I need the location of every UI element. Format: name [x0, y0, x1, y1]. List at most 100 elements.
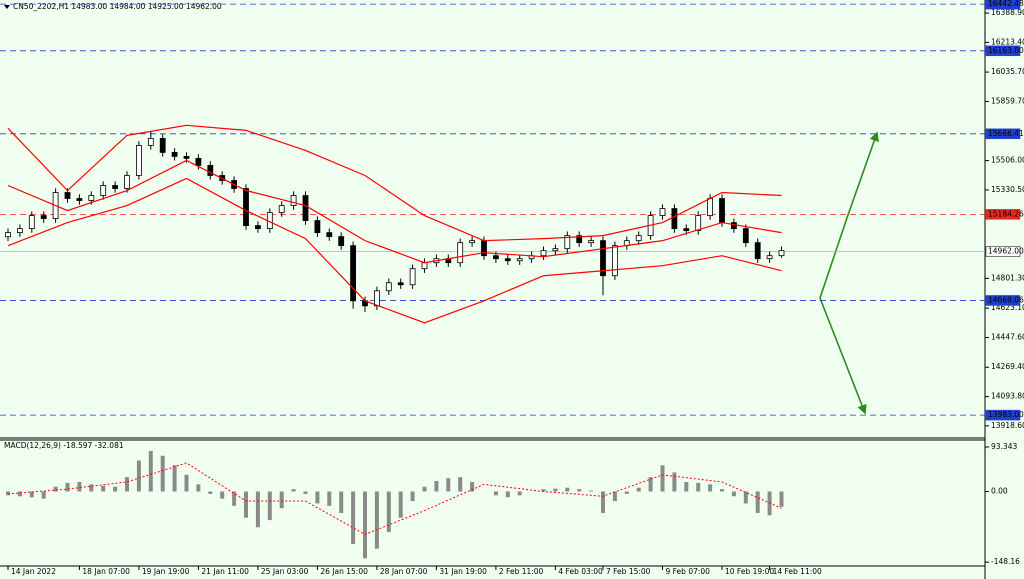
candle-body — [671, 208, 678, 230]
x-tick-label: 2 Feb 11:00 — [499, 567, 544, 576]
candle-body — [159, 137, 166, 153]
candle-body — [600, 240, 606, 277]
level-label: 13983.00 — [988, 410, 1024, 419]
candle-body — [290, 195, 297, 206]
x-tick-label: 31 Jan 19:00 — [439, 567, 487, 576]
macd-bar — [327, 491, 332, 506]
macd-bar — [720, 489, 724, 492]
macd-bar — [125, 477, 129, 492]
candle-body — [373, 290, 380, 307]
x-tick-label: 4 Feb 03:00 — [558, 567, 603, 576]
level-box — [985, 45, 1021, 57]
candle-body — [100, 185, 107, 196]
y-tick-label: 16388.90 — [991, 8, 1024, 17]
macd-bar — [172, 465, 177, 492]
macd-bar — [339, 491, 344, 513]
level-box — [985, 409, 1021, 421]
candle-body — [243, 188, 249, 227]
macd-bar — [374, 491, 379, 549]
chart-title: CN50_2202,H1 14983.00 14984.00 14925.00 … — [13, 2, 222, 11]
macd-bar — [363, 491, 367, 559]
x-tick-label: 21 Jan 11:00 — [201, 567, 249, 576]
x-tick-label: 7 Feb 15:00 — [606, 567, 651, 576]
macd-bar — [410, 491, 415, 502]
y-tick-label: 0.00 — [991, 487, 1008, 496]
y-tick-label: 14623.10 — [991, 303, 1024, 312]
x-tick-label: 26 Jan 15:00 — [320, 567, 368, 576]
candle-body — [314, 220, 321, 234]
candle-body — [76, 198, 83, 201]
macd-bar — [696, 482, 701, 492]
level-label: 14669.06 — [988, 295, 1024, 304]
macd-bar — [208, 491, 213, 494]
macd-bar — [184, 474, 189, 492]
bollinger-band — [7, 177, 782, 324]
candle-body — [397, 282, 404, 286]
y-tick-label: 15330.50 — [991, 185, 1024, 194]
x-tick-label: 19 Jan 19:00 — [142, 567, 190, 576]
candle-body — [576, 235, 583, 244]
candle-body — [278, 205, 285, 213]
y-tick-label: 16213.40 — [991, 37, 1024, 46]
candle-body — [88, 195, 95, 201]
macd-bar — [517, 491, 522, 496]
x-tick-label: 10 Feb 19:00 — [725, 567, 774, 576]
candle-body — [695, 215, 702, 232]
macd-bar — [422, 486, 427, 492]
y-tick-label: 14269.40 — [991, 362, 1024, 371]
candle-body — [64, 192, 71, 199]
candle-body — [588, 240, 594, 244]
candle-body — [552, 248, 559, 252]
candle-body — [421, 262, 428, 270]
y-tick-label: 13918.60 — [991, 421, 1024, 430]
y-tick-label: 14447.60 — [991, 332, 1024, 341]
candle-body — [385, 282, 392, 292]
candle-body — [147, 137, 154, 146]
macd-bar — [267, 491, 272, 521]
macd-bar — [196, 484, 201, 492]
level-label: 16442.48 — [988, 0, 1024, 8]
macd-signal — [7, 462, 782, 535]
candle-body — [457, 242, 464, 264]
candle-body — [112, 185, 118, 189]
candle-body — [707, 198, 713, 216]
macd-bar — [160, 455, 165, 492]
macd-bar — [636, 487, 641, 492]
level-label: 15184.26 — [988, 209, 1024, 218]
macd-bar — [743, 491, 748, 504]
candle-body — [195, 158, 202, 166]
candle-body — [254, 225, 261, 230]
macd-bar — [553, 488, 558, 492]
macd-bar — [458, 477, 463, 492]
macd-bar — [136, 460, 141, 492]
macd-bar — [17, 491, 22, 497]
macd-bar — [505, 491, 510, 498]
macd-bar — [589, 490, 594, 492]
symbol-marker — [4, 5, 10, 9]
macd-bar — [541, 489, 546, 492]
up-arrow — [819, 131, 879, 299]
x-tick-label: 25 Jan 03:00 — [261, 567, 309, 576]
macd-bar — [755, 491, 760, 513]
macd-bar — [684, 481, 689, 492]
macd-bar — [398, 491, 403, 518]
y-tick-label: 15859.70 — [991, 96, 1024, 105]
macd-bar — [648, 477, 653, 492]
macd-bar — [53, 486, 58, 492]
macd-bar — [470, 481, 475, 492]
candle-body — [135, 144, 142, 176]
candle-body — [540, 250, 547, 257]
bollinger-band — [7, 124, 782, 242]
macd-bar — [577, 489, 582, 492]
macd-bar — [565, 487, 570, 492]
candle-body — [409, 268, 416, 286]
macd-bar — [303, 491, 308, 494]
macd-bar — [291, 489, 296, 492]
y-tick-label: 15506.00 — [991, 156, 1024, 165]
level-label: 14962.00 — [988, 247, 1024, 256]
x-tick-label: 14 Feb 11:00 — [773, 567, 822, 576]
candle-body — [612, 245, 618, 277]
macd-bar — [41, 491, 46, 499]
down-arrow — [819, 297, 867, 415]
